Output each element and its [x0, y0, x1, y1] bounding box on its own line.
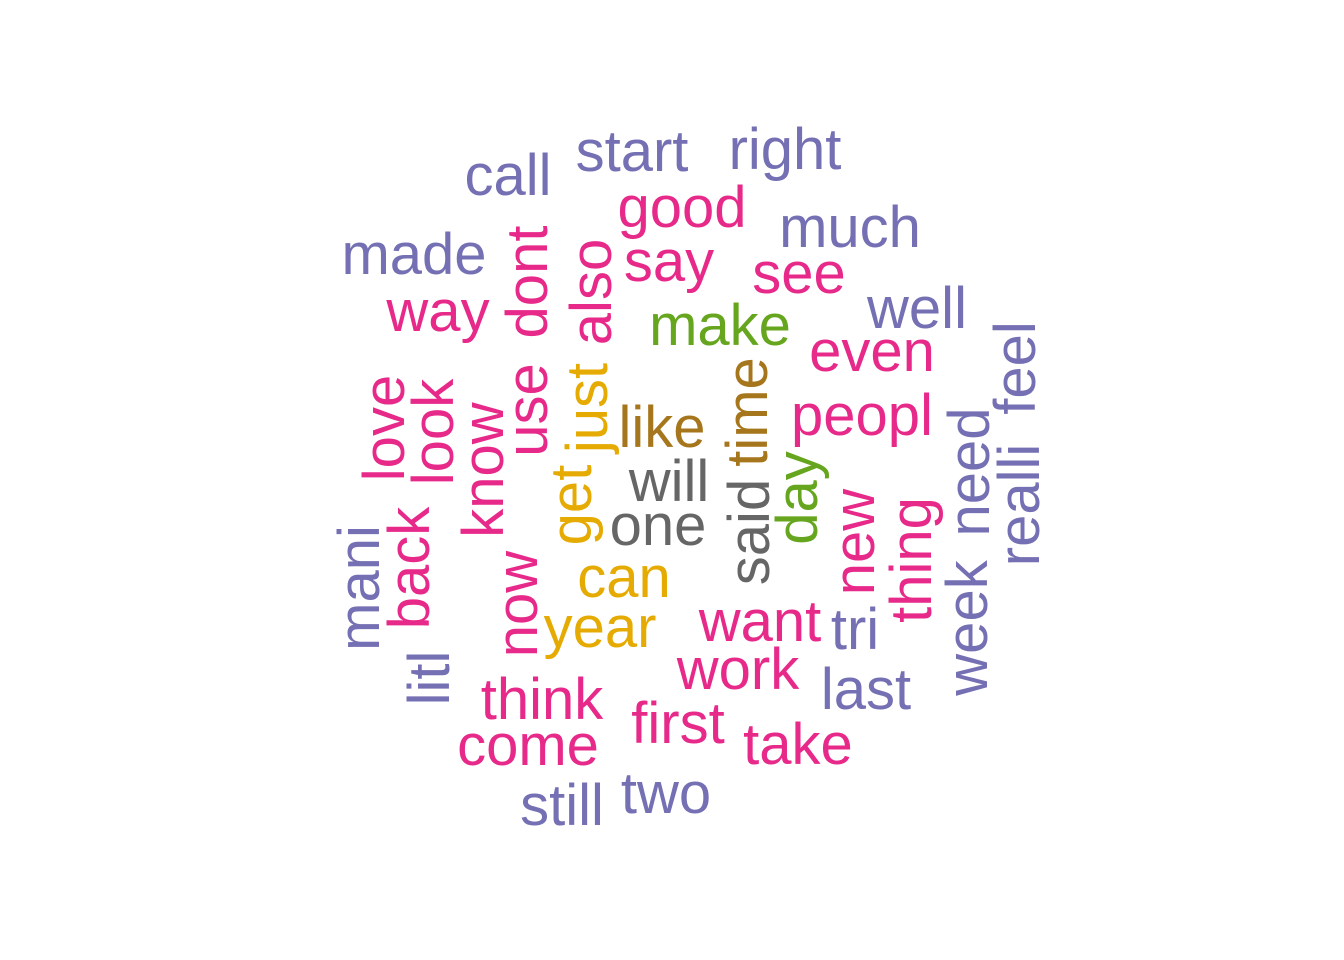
word-call: call: [464, 143, 552, 208]
word-made: made: [341, 222, 487, 287]
word-work: work: [676, 637, 800, 702]
word-start: start: [575, 119, 689, 184]
word-feel: feel: [983, 321, 1048, 415]
word-one: one: [609, 493, 707, 558]
word-will: will: [628, 449, 710, 514]
word-litl: litl: [397, 650, 462, 706]
word-now: now: [485, 550, 550, 658]
word-come: come: [457, 713, 599, 778]
word-also: also: [559, 238, 624, 346]
word-week: week: [935, 560, 1000, 696]
word-right: right: [728, 117, 842, 182]
word-tri: tri: [830, 597, 880, 662]
word-can: can: [577, 545, 671, 610]
word-dont: dont: [495, 225, 560, 339]
word-said: said: [717, 478, 782, 586]
word-know: know: [451, 402, 516, 538]
word-like: like: [618, 395, 706, 460]
word-make: make: [649, 293, 791, 358]
word-much: much: [779, 195, 921, 260]
word-think: think: [480, 667, 604, 732]
word-good: good: [617, 175, 747, 240]
word-need: need: [937, 407, 1002, 537]
word-still: still: [520, 773, 604, 838]
word-thing: thing: [879, 497, 944, 623]
word-way: way: [386, 279, 490, 344]
word-see: see: [752, 241, 846, 306]
word-want: want: [698, 589, 822, 654]
word-last: last: [820, 657, 912, 722]
word-even: even: [809, 319, 935, 384]
word-say: say: [623, 229, 715, 294]
word-new: new: [822, 488, 887, 596]
word-first: first: [631, 691, 725, 756]
word-get: get: [539, 464, 604, 546]
word-just: just: [555, 362, 620, 454]
word-two: two: [620, 761, 712, 826]
word-year: year: [543, 595, 657, 660]
word-well: well: [867, 276, 967, 341]
word-peopl: peopl: [791, 383, 933, 448]
word-take: take: [743, 712, 853, 777]
word-back: back: [377, 506, 442, 630]
